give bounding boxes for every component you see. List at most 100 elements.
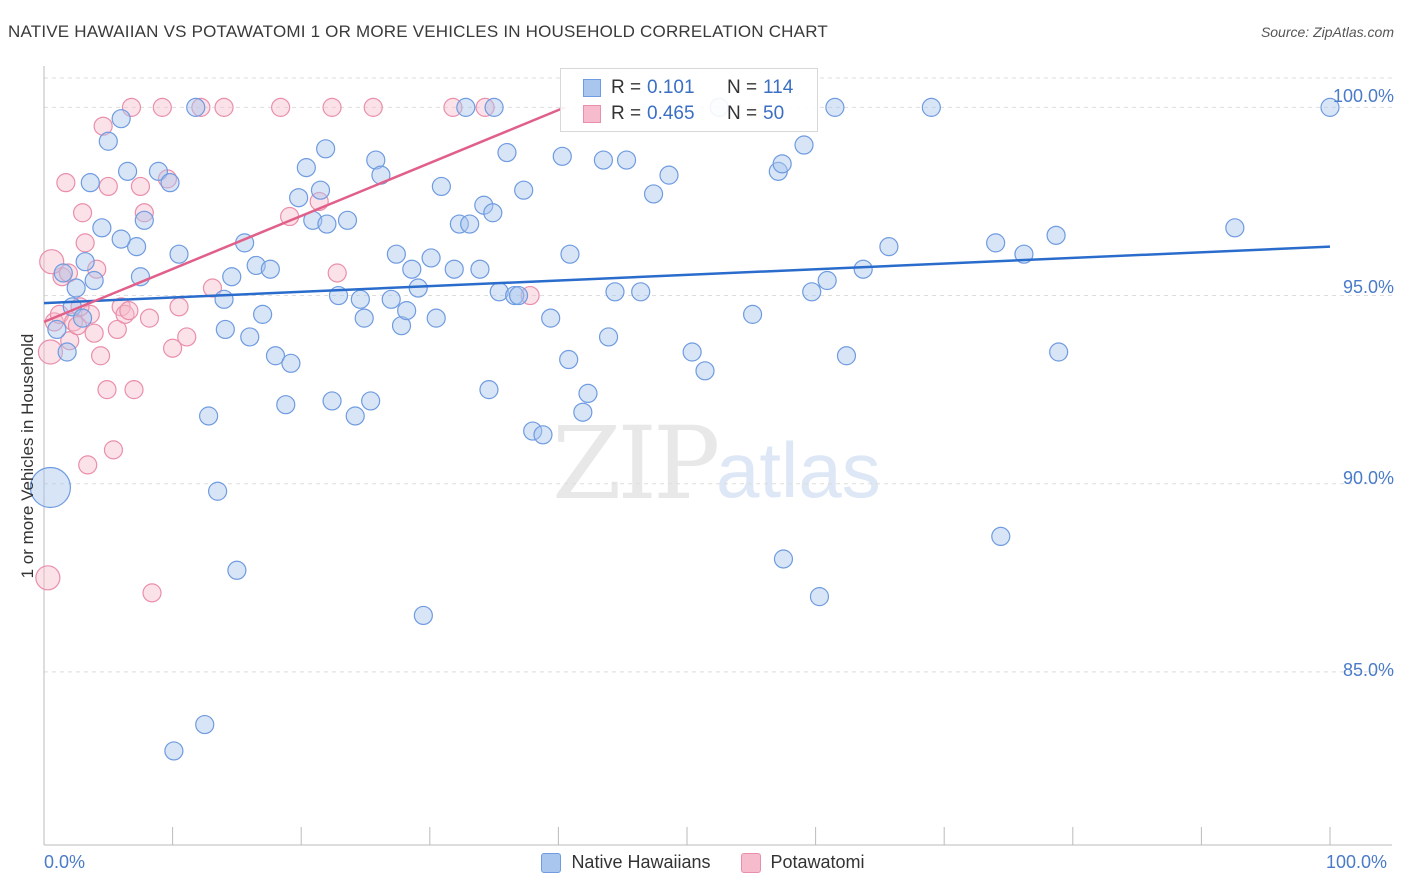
legend-n-label: N = xyxy=(727,103,758,124)
native-hawaiian-point xyxy=(817,270,837,291)
potawatomi-point xyxy=(93,116,113,136)
potawatomi-point xyxy=(35,565,61,591)
potawatomi-point xyxy=(107,319,127,340)
native-hawaiian-point xyxy=(772,154,792,174)
native-hawaiian-point xyxy=(836,346,857,366)
y-tick-label-95: 95.0% xyxy=(1342,277,1394,297)
legend-swatch-pink xyxy=(740,852,761,873)
native-hawaiian-point xyxy=(456,97,476,117)
native-hawaiian-point xyxy=(479,380,499,400)
native-hawaiian-point xyxy=(354,308,374,328)
potawatomi-point xyxy=(177,327,197,347)
potawatomi-point xyxy=(37,339,64,365)
native-hawaiian-point xyxy=(164,741,184,761)
native-hawaiian-point xyxy=(444,259,464,279)
native-hawaiian-point xyxy=(541,308,561,328)
native-hawaiian-point xyxy=(449,214,469,234)
native-hawaiian-point xyxy=(80,173,100,193)
native-hawaiian-point xyxy=(802,282,822,302)
x-tick-label-min: 0.0% xyxy=(44,852,86,872)
native-hawaiian-point xyxy=(322,391,342,411)
y-tick-label-100: 100.0% xyxy=(1332,86,1394,106)
native-hawaiian-point xyxy=(643,184,664,204)
native-hawaiian-point xyxy=(240,327,260,347)
legend-label: Potawatomi xyxy=(770,852,865,872)
native-hawaiian-point xyxy=(559,349,579,370)
native-hawaiian-point xyxy=(616,150,637,170)
native-hawaiian-point xyxy=(773,549,794,569)
native-hawaiian-point xyxy=(117,161,138,181)
native-hawaiian-point xyxy=(66,278,86,298)
potawatomi-point xyxy=(60,331,80,351)
native-hawaiian-point xyxy=(289,188,309,208)
potawatomi-point xyxy=(58,263,79,283)
native-hawaiian-point xyxy=(497,142,517,163)
native-hawaiian-point xyxy=(98,131,118,151)
native-hawaiian-point xyxy=(215,319,235,340)
native-hawaiian-point xyxy=(986,233,1006,253)
native-hawaiian-point xyxy=(794,135,814,155)
axes xyxy=(43,66,1392,846)
x-tick-label-max: 100.0% xyxy=(1326,852,1388,872)
native-hawaiian-point xyxy=(296,158,316,178)
native-hawaiian-point xyxy=(742,304,763,324)
native-hawaiian-point xyxy=(991,526,1011,547)
potawatomi-point xyxy=(322,97,342,117)
native-hawaiian-point xyxy=(514,180,534,200)
trend-lines xyxy=(43,106,1331,324)
native-hawaiian-point xyxy=(350,289,370,309)
native-hawaiian-point xyxy=(29,466,72,509)
potawatomi-point xyxy=(78,455,98,475)
native-hawaiian-point xyxy=(659,165,679,185)
native-hawaiian-point xyxy=(72,308,93,328)
native-hawaiian-point xyxy=(361,391,381,411)
legend-item-native-hawaiians[interactable]: Native Hawaiians xyxy=(541,852,711,873)
potawatomi-point xyxy=(56,173,76,193)
native-hawaiian-point xyxy=(310,180,331,200)
legend-swatch-pink xyxy=(583,105,601,123)
native-hawaiian-point xyxy=(195,714,215,735)
native-hawaiian-point xyxy=(483,203,503,223)
native-hawaiian-point xyxy=(276,395,296,415)
native-hawaiian-point xyxy=(523,421,543,441)
legend-row-potawatomi: R = 0.465 N = 50 xyxy=(583,103,784,125)
potawatomi-point xyxy=(152,97,172,117)
native-hawaiian-point xyxy=(317,214,337,234)
potawatomi-point xyxy=(39,249,65,275)
legend-item-potawatomi[interactable]: Potawatomi xyxy=(740,852,865,873)
native-hawaiian-point xyxy=(386,244,406,264)
potawatomi-point xyxy=(119,301,139,321)
potawatomi-point xyxy=(271,97,291,117)
native-hawaiian-point xyxy=(134,210,154,230)
native-hawaiian-point xyxy=(391,316,412,336)
native-hawaiian-point xyxy=(598,327,619,347)
native-hawaiian-point xyxy=(426,308,446,328)
native-hawaiian-point xyxy=(316,139,336,159)
native-hawaiian-point xyxy=(199,406,219,426)
native-hawaiian-point xyxy=(460,214,480,234)
native-hawaiian-point xyxy=(825,97,845,117)
native-hawaiian-point xyxy=(186,97,206,117)
potawatomi-point xyxy=(103,440,124,460)
native-hawaiian-point xyxy=(160,173,180,193)
legend-r-label: R = xyxy=(611,77,642,98)
native-hawaiian-point xyxy=(593,150,614,170)
native-hawaiian-point xyxy=(227,560,247,580)
source-label: Source: ZipAtlas.com xyxy=(1260,24,1394,40)
native-hawaiian-point xyxy=(421,248,441,268)
legend-r-value: 0.101 xyxy=(647,77,695,98)
native-hawaiian-point xyxy=(413,605,433,626)
native-hawaiian-point xyxy=(111,229,131,249)
native-hawaiian-point xyxy=(169,244,189,264)
legend-n-value: 114 xyxy=(763,77,794,98)
legend-r-label: R = xyxy=(611,103,642,124)
potawatomi-point xyxy=(124,380,144,400)
native-hawaiian-point xyxy=(402,259,422,279)
native-hawaiian-point xyxy=(573,402,593,422)
watermark-zip: ZIP xyxy=(552,405,720,522)
native-hawaiian-point xyxy=(265,346,286,366)
y-tick-label-85: 85.0% xyxy=(1342,660,1394,680)
potawatomi-points xyxy=(35,97,540,603)
watermark-atlas: atlas xyxy=(716,426,881,514)
